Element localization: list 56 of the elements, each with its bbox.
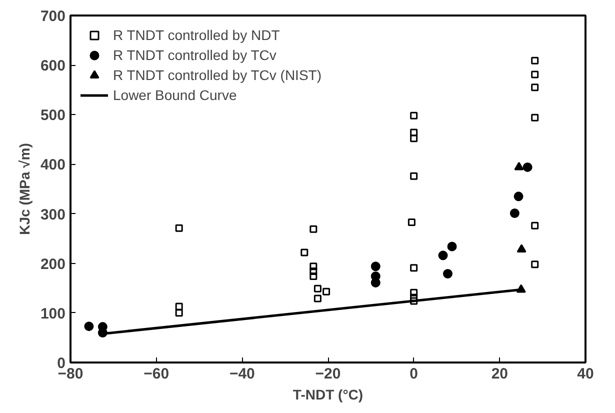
point: [370, 278, 380, 288]
point: [175, 302, 183, 310]
point: [310, 272, 318, 280]
x-tick-label: 20: [491, 366, 508, 382]
point: [531, 260, 539, 268]
point: [322, 288, 330, 296]
y-tick-label: 0: [57, 355, 66, 372]
point: [84, 322, 94, 332]
point: [510, 208, 520, 218]
point: [410, 128, 418, 136]
y-tick-label: 200: [40, 256, 66, 273]
point: [410, 264, 418, 272]
legend-label: R TNDT controlled by TCv: [113, 47, 276, 63]
legend-label: R TNDT controlled by TCv (NIST): [113, 67, 322, 83]
point: [516, 244, 526, 253]
y-axis-title: KJc (MPa √m): [16, 143, 32, 235]
point: [300, 248, 308, 256]
point: [531, 84, 539, 92]
y-tick-label: 300: [40, 206, 66, 224]
y-tick-label: 100: [40, 305, 66, 322]
point: [408, 218, 416, 226]
x-tick-label: 40: [577, 366, 594, 382]
point: [314, 284, 322, 292]
x-tick-label: −40: [229, 366, 255, 382]
legend-label: R TNDT controlled by NDT: [113, 27, 280, 43]
point: [310, 268, 318, 276]
point: [410, 297, 418, 305]
point: [442, 269, 452, 279]
x-axis-title: T-NDT (°C): [292, 386, 364, 402]
x-tick-label: −60: [144, 366, 170, 382]
y-tick-label: 700: [40, 8, 66, 25]
y-tick-label: 400: [40, 156, 66, 174]
point: [410, 134, 418, 142]
point: [531, 56, 539, 64]
point: [175, 224, 183, 232]
point: [514, 192, 524, 202]
point: [514, 162, 524, 170]
point: [531, 114, 539, 122]
point: [531, 70, 539, 78]
point: [370, 262, 380, 272]
point: [522, 162, 532, 172]
point: [438, 250, 448, 260]
point: [531, 222, 539, 230]
point: [410, 288, 418, 296]
point: [175, 309, 183, 317]
x-tick-label: −20: [315, 366, 341, 382]
legend-label: Lower Bound Curve: [113, 87, 237, 103]
point: [310, 225, 318, 233]
y-tick-label: 600: [40, 58, 66, 75]
point: [310, 262, 318, 270]
point: [410, 172, 418, 180]
point: [447, 242, 457, 252]
point: [410, 112, 418, 120]
x-tick-label: 0: [410, 366, 418, 382]
y-tick-label: 500: [40, 107, 66, 124]
point: [314, 294, 322, 302]
